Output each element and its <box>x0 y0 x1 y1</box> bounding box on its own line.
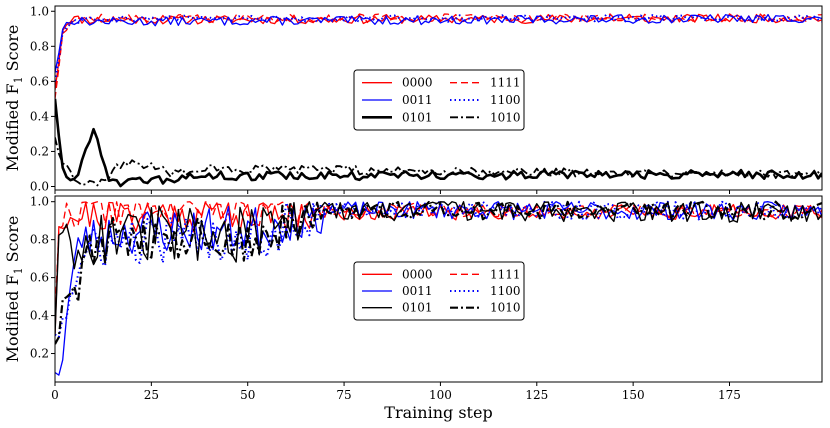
x-tick-label: 175 <box>718 388 741 402</box>
panel-bottom: 0.2 0.4 0.6 0.8 1.0 0 25 50 75 100 125 150 175 Modifi… <box>3 195 823 422</box>
series-lines <box>55 200 822 376</box>
legend-label-1010: 1010 <box>490 110 521 124</box>
x-tick-label: 75 <box>336 388 351 402</box>
legend-label-0101: 0101 <box>402 110 433 124</box>
legend-label-0101: 0101 <box>402 301 433 315</box>
legend: 0000 0011 0101 1111 1100 1010 <box>353 69 525 131</box>
series-line-1010 <box>55 200 822 345</box>
legend-label-0000: 0000 <box>402 267 433 281</box>
y-tick-label: 0.2 <box>30 144 49 158</box>
x-tick-label: 0 <box>51 388 59 402</box>
legend-label-1100: 1100 <box>490 284 521 298</box>
x-tick-label: 25 <box>144 388 159 402</box>
y-tick-label: 0.8 <box>30 233 49 247</box>
series-line-1111 <box>55 13 822 99</box>
series-line-0011 <box>55 13 822 73</box>
plot-frame <box>54 5 823 191</box>
plot-frame <box>54 195 823 383</box>
x-tick-label: 125 <box>525 388 548 402</box>
y-tick-label: 0.0 <box>30 179 49 193</box>
y-tick-label: 0.4 <box>30 309 49 323</box>
legend-label-1111: 1111 <box>490 267 521 281</box>
legend-box <box>353 261 525 321</box>
legend-label-0011: 0011 <box>402 284 433 298</box>
legend-label-1111: 1111 <box>490 76 521 90</box>
legend: 0000 0011 0101 1111 1100 1010 <box>353 261 525 321</box>
x-tick-label: 50 <box>240 388 255 402</box>
series-line-1010 <box>55 137 822 187</box>
legend-label-1010: 1010 <box>490 301 521 315</box>
legend-label-0000: 0000 <box>402 76 433 90</box>
legend-label-1100: 1100 <box>490 93 521 107</box>
x-axis-label: Training step <box>384 403 492 422</box>
y-tick-label: 0.8 <box>30 39 49 53</box>
y-tick-label: 0.4 <box>30 109 49 123</box>
y-tick-label: 0.6 <box>30 74 49 88</box>
series-lines <box>55 13 822 188</box>
y-tick-label: 1.0 <box>30 195 49 209</box>
y-tick-label: 0.2 <box>30 347 49 361</box>
x-tick-label: 150 <box>622 388 645 402</box>
y-tick-label: 1.0 <box>30 4 49 18</box>
legend-box <box>353 69 525 131</box>
y-axis-label: Modified F1 Score <box>3 216 25 363</box>
x-tick-label: 100 <box>429 388 452 402</box>
y-axis-label: Modified F1 Score <box>3 25 25 172</box>
y-tick-label: 0.6 <box>30 271 49 285</box>
legend-label-0011: 0011 <box>402 93 433 107</box>
